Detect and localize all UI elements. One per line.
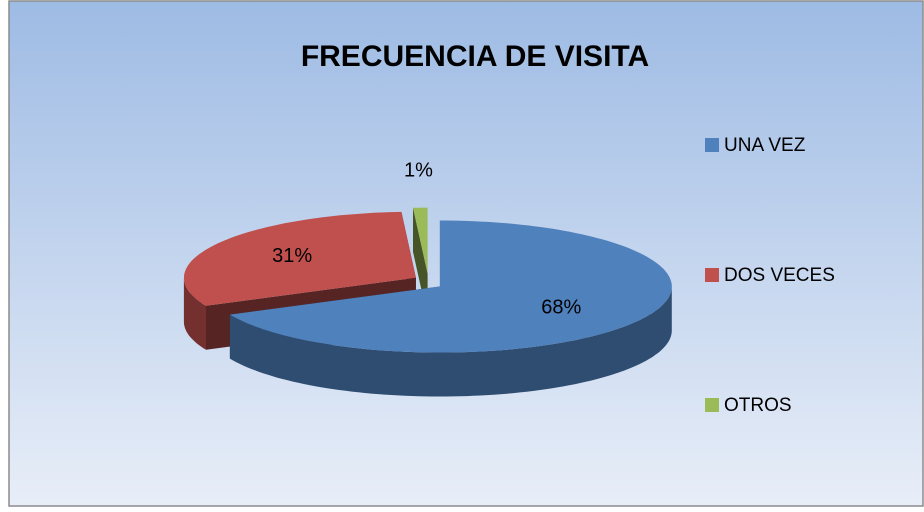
legend-swatch — [705, 398, 719, 412]
data-label: 1% — [404, 159, 433, 181]
data-label: 31% — [272, 245, 312, 267]
slice-side — [183, 277, 206, 350]
slice-side — [229, 286, 672, 397]
data-label: 68% — [541, 297, 581, 319]
legend-label: DOS VECES — [724, 265, 835, 286]
slice — [184, 211, 416, 306]
legend-swatch — [705, 138, 719, 152]
slice — [229, 220, 672, 353]
legend-label: UNA VEZ — [724, 135, 806, 156]
pie: 68% 31% 1% — [183, 159, 672, 397]
slice — [413, 207, 428, 274]
legend-label: OTROS — [724, 395, 792, 416]
legend: UNA VEZ DOS VECES OTROS — [705, 135, 835, 416]
legend-swatch — [705, 268, 719, 282]
chart-title: FRECUENCIA DE VISITA — [301, 40, 649, 73]
